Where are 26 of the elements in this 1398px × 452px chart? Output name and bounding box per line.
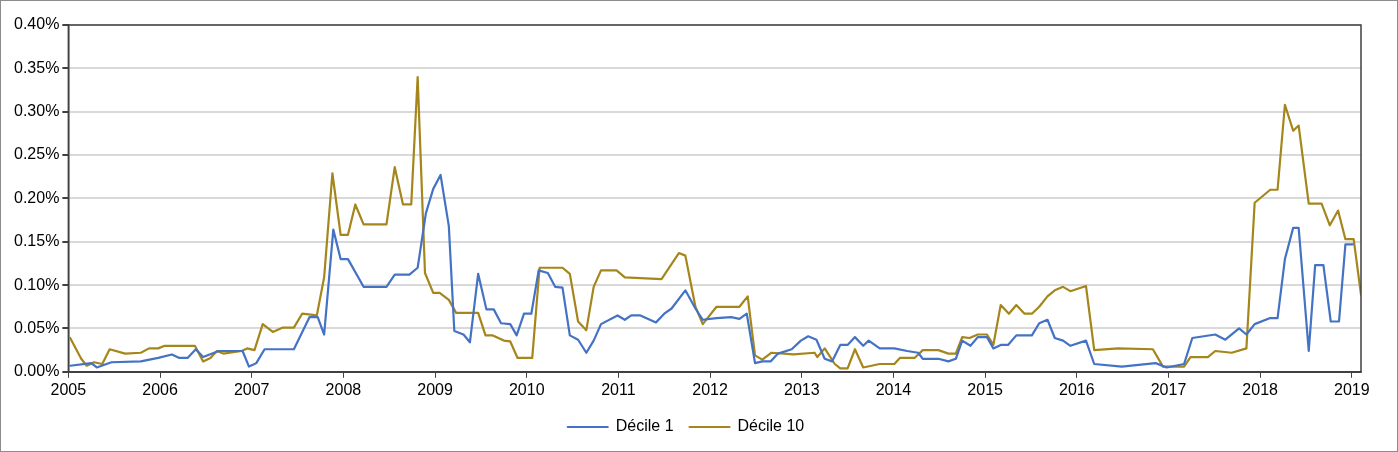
x-tick-label: 2005	[50, 380, 87, 398]
x-tick-label: 2009	[417, 380, 453, 398]
x-tick-label: 2006	[142, 380, 178, 398]
x-tick-label: 2018	[1242, 380, 1279, 398]
x-tick-label: 2015	[967, 380, 1004, 398]
x-tick-label: 2007	[233, 380, 270, 398]
x-tick-label: 2011	[601, 380, 636, 398]
y-tick-label: 0.00%	[13, 362, 60, 380]
x-tick-label: 2014	[875, 380, 912, 398]
legend-label: Décile 1	[615, 417, 674, 435]
x-tick-label: 2013	[783, 380, 820, 398]
y-tick-label: 0.35%	[13, 58, 60, 76]
x-tick-label: 2010	[508, 380, 545, 398]
y-tick-label: 0.40%	[13, 15, 60, 33]
y-tick-label: 0.30%	[13, 102, 60, 120]
y-tick-label: 0.25%	[13, 145, 60, 163]
y-tick-label: 0.10%	[13, 275, 60, 293]
x-tick-label: 2012	[692, 380, 728, 398]
y-tick-label: 0.20%	[13, 188, 60, 206]
x-tick-label: 2016	[1059, 380, 1095, 398]
x-tick-label: 2008	[325, 380, 362, 398]
y-tick-label: 0.15%	[13, 232, 60, 250]
x-tick-label: 2017	[1150, 380, 1187, 398]
y-tick-label: 0.05%	[13, 318, 60, 336]
x-tick-label: 2019	[1334, 380, 1370, 398]
legend-label: Décile 10	[737, 417, 805, 435]
